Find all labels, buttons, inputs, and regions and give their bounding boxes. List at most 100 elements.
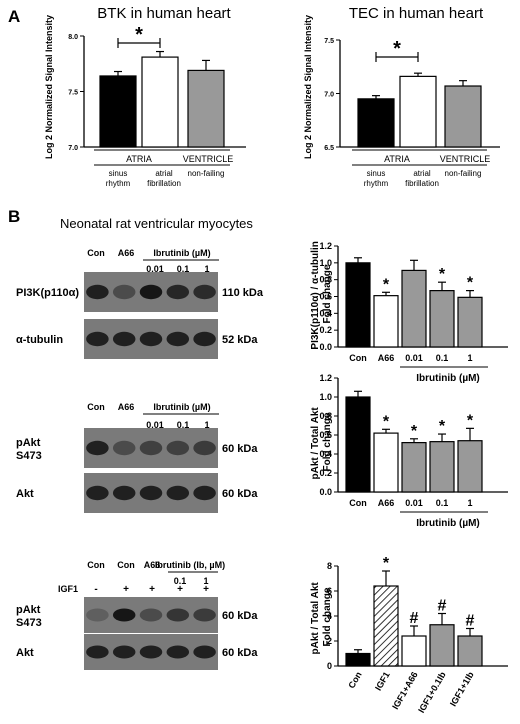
chart-b1-ylabel-line2: Fold change <box>322 264 333 323</box>
blot-band <box>193 440 216 456</box>
lane-label: Con <box>117 560 135 570</box>
blot-band <box>86 284 109 300</box>
category-label-1: A66 <box>378 353 395 363</box>
y-tick-label: 0.2 <box>319 325 332 335</box>
category-label-line: non-failing <box>445 169 482 178</box>
significance-mark-1: * <box>383 555 390 572</box>
significance-mark-3: * <box>439 418 446 435</box>
dose-label: 0.1 <box>177 264 190 274</box>
y-tick-label: 1.2 <box>319 373 332 383</box>
igf1-sign: + <box>149 584 155 595</box>
category-label-0: Con <box>349 353 367 363</box>
category-label-4: 1 <box>467 498 472 508</box>
category-label-2: non-failing <box>445 169 482 178</box>
blot-row-label: pAkt S473 <box>16 604 42 629</box>
chart-2: 0.0 0.2 0.4 0.6 0.8 1.0 1.2 * * * Con A66 0.01 0.1 1 Ib… <box>319 241 508 384</box>
dose-label: 1 <box>204 264 209 274</box>
lane-label: A66 <box>118 248 135 258</box>
y-tick-label: 4 <box>327 611 332 621</box>
lane-label: Con <box>87 560 105 570</box>
blot-size-label: 60 kDa <box>222 647 258 659</box>
category-label-3: 0.1 <box>436 353 449 363</box>
group-label-atria: ATRIA <box>126 154 152 164</box>
category-label-0: sinus rhythm <box>106 169 131 188</box>
bar-1 <box>373 295 399 348</box>
bar-4 <box>457 635 483 667</box>
category-label-line: rhythm <box>364 179 389 188</box>
category-label-0: Con <box>346 670 363 690</box>
y-tick-label: 7.5 <box>68 90 78 97</box>
category-label-2: 0.01 <box>405 353 423 363</box>
y-tick-label: 6.5 <box>324 145 334 152</box>
blot-band <box>112 440 136 456</box>
y-tick-label: 0.6 <box>319 292 332 302</box>
significance-mark-1: * <box>383 413 390 430</box>
blot-row-label: pAkt S473 <box>16 437 42 462</box>
blot-band <box>139 485 163 501</box>
chart-3: 0.0 0.2 0.4 0.6 0.8 1.0 1.2 * * * * Con A66 0.01 0.1 1 I… <box>319 373 508 529</box>
category-label-3: 0.1 <box>436 498 449 508</box>
category-label-1: IGF1 <box>373 670 392 692</box>
blot-band <box>112 331 136 347</box>
bracket-star: * <box>135 24 143 46</box>
igf1-sign: + <box>177 584 183 595</box>
chart-b1-ylabel: PI3K(p110α) / α-tubulin Fold change <box>310 238 333 349</box>
blot-row-label-line: Akt <box>16 647 34 659</box>
blot-band <box>193 608 216 622</box>
bar-2 <box>187 69 225 148</box>
group-label-ventricle: VENTRICLE <box>440 154 491 164</box>
bar-3 <box>429 441 455 493</box>
blot-row-label-line: α-tubulin <box>16 334 63 346</box>
blot-band <box>166 331 190 347</box>
blot-band <box>86 440 109 456</box>
bar-4 <box>457 296 483 348</box>
drug-header: Ibrutinib (µM) <box>153 248 210 258</box>
y-tick-label: 8.0 <box>68 34 78 41</box>
category-label-0: sinus rhythm <box>364 169 389 188</box>
blot-size-label: 60 kDa <box>222 488 258 500</box>
y-tick-label: 0.0 <box>319 487 332 497</box>
blot-band <box>139 284 163 300</box>
chart-1: 6.5 7.0 7.5 ATRIA VENTRICLE sinus rhythm atrial… <box>324 38 500 188</box>
bar-3 <box>429 290 455 348</box>
category-label-line: sinus <box>109 169 128 178</box>
blot-band <box>139 645 163 659</box>
y-tick-label: 7.0 <box>324 92 334 99</box>
bar-2 <box>444 85 482 148</box>
blot-row-label: α-tubulin <box>16 334 63 346</box>
bar-1 <box>373 585 399 667</box>
blot-band <box>193 331 216 347</box>
significance-mark-4: * <box>467 275 474 292</box>
igf1-sign: - <box>94 584 97 595</box>
panel-label-b: B <box>8 207 20 226</box>
blot-size-label: 110 kDa <box>222 287 264 299</box>
chart-a2-title: TEC in human heart <box>349 5 484 22</box>
blot-band <box>139 331 163 347</box>
chart-b3-ylabel-line1: pAkt / Total Akt <box>310 582 321 655</box>
significance-mark-4: # <box>466 613 475 630</box>
chart-b1-ylabel-line1: PI3K(p110α) / α-tubulin <box>310 241 321 349</box>
blot-size-label: 60 kDa <box>222 443 258 455</box>
y-tick-label: 1.0 <box>319 392 332 402</box>
lane-label: A66 <box>118 402 135 412</box>
group-label-ventricle: VENTRICLE <box>183 154 234 164</box>
chart-b2-ylabel-line1: pAkt / Total Akt <box>310 407 321 480</box>
blots-layer: Con A66 Ibrutinib (µM) 0.01 0.1 1 PI3K(p110α) 1… <box>16 248 264 670</box>
y-tick-label: 0.0 <box>319 342 332 352</box>
y-tick-label: 7.0 <box>68 145 78 152</box>
category-label-2: IGF1+A66 <box>390 670 420 711</box>
bar-1 <box>141 56 179 148</box>
significance-mark-3: * <box>439 266 446 283</box>
category-label-1: A66 <box>378 498 395 508</box>
category-label-line: fibrillation <box>405 179 439 188</box>
blot-size-label: 52 kDa <box>222 334 258 346</box>
blot-band <box>166 485 190 501</box>
group-label-atria: ATRIA <box>384 154 410 164</box>
blot-band <box>112 485 136 501</box>
significance-mark-1: * <box>383 276 390 293</box>
y-tick-label: 0.6 <box>319 430 332 440</box>
blot-band <box>139 608 163 622</box>
bar-0 <box>99 75 137 148</box>
